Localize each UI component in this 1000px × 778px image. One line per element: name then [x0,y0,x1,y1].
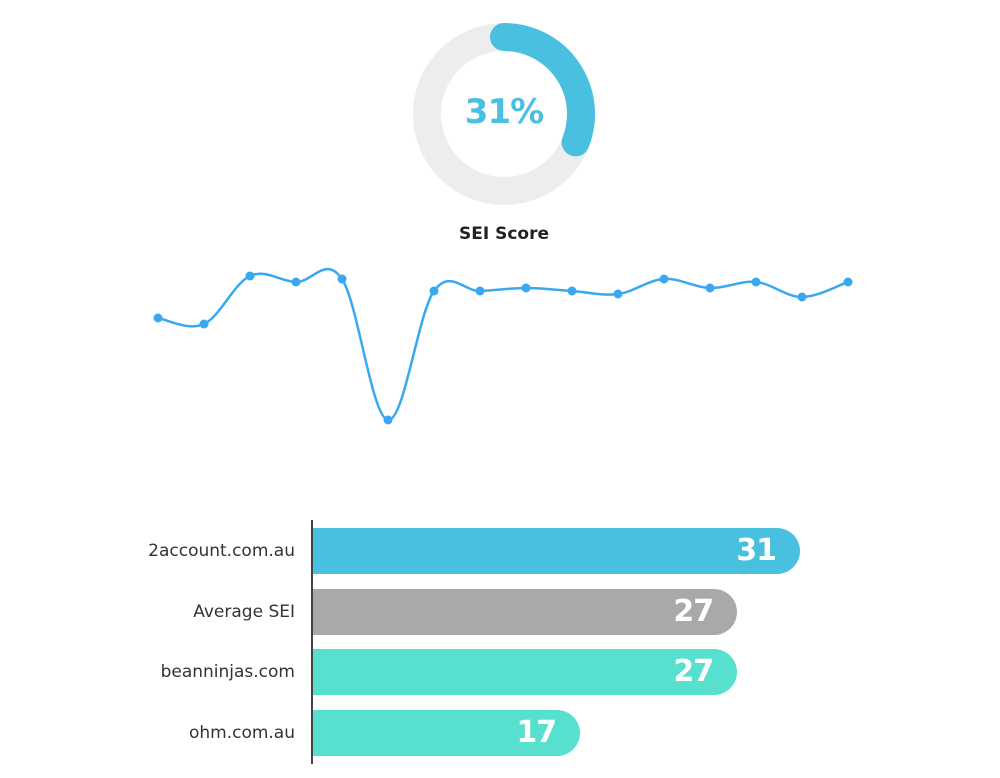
trend-line-chart [153,267,853,425]
bar-value-label: 31 [736,533,777,568]
bar-category-label: 2account.com.au [148,541,295,561]
trend-series-line [157,267,849,422]
bar: 17 [313,710,581,756]
trend-point [843,277,853,287]
trend-point [659,274,669,284]
trend-point [291,277,301,287]
bar: 27 [313,589,738,635]
sei-score-gauge [413,23,595,205]
trend-point [613,289,623,299]
bar-category-label: Average SEI [193,602,295,622]
trend-point [153,313,163,323]
trend-point [337,274,347,284]
trend-point [567,286,577,296]
trend-point [521,283,531,293]
bar: 31 [313,528,800,574]
bar-category-label: ohm.com.au [188,723,295,743]
bar-category-label: beanninjas.com [160,662,295,682]
bar: 27 [313,649,738,695]
gauge-label: SEI Score [458,224,549,244]
trend-points [153,271,853,425]
trend-point [751,277,761,287]
bar-value-label: 27 [673,654,714,689]
trend-point [475,286,485,296]
gauge-percent-text: 31% [464,92,544,132]
trend-point [705,283,715,293]
trend-point [429,286,439,296]
trend-point [797,292,807,302]
bar-value-label: 17 [516,715,557,750]
bar-value-label: 27 [673,594,714,629]
trend-point [383,415,393,425]
gauge-progress-arc [490,23,595,157]
trend-point [245,271,255,281]
trend-point [199,319,209,329]
bar-chart-axis [311,520,313,764]
